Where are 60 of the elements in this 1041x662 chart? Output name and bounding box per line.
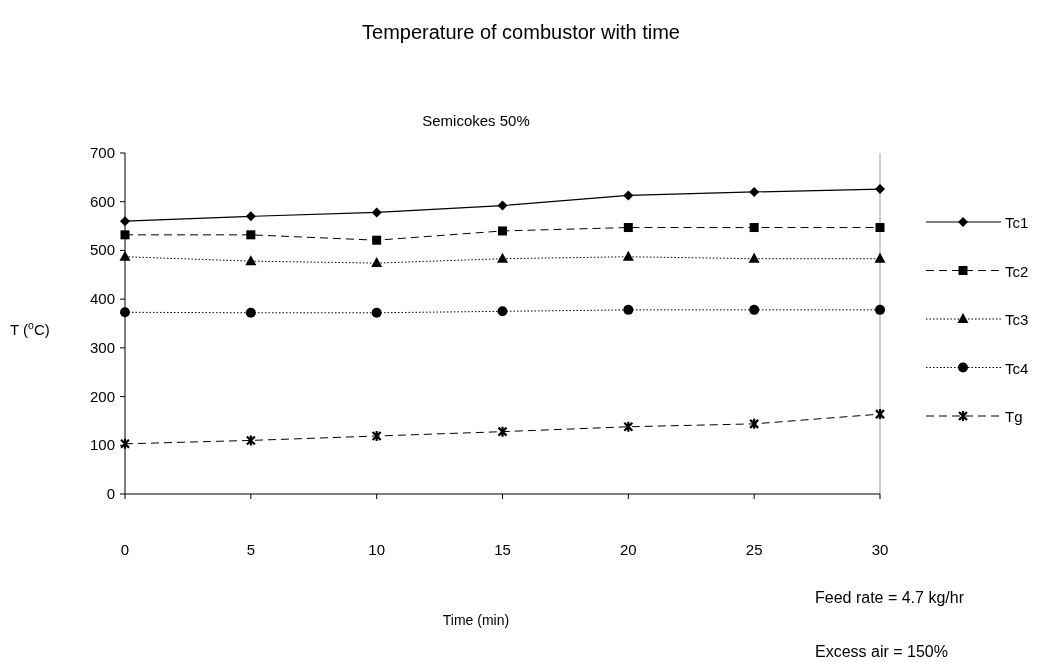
point [371,307,382,318]
point [748,252,760,263]
text: Feed rate = 4.7 kg/hr [815,589,965,606]
point [875,184,885,195]
point [622,250,634,261]
point [246,230,256,240]
y-axis-title: T ($^{o}$C) [10,319,50,338]
y-tick-label: 500 [89,241,115,259]
point [119,437,131,450]
point [119,250,131,261]
x-tick-label: 15 [494,541,511,558]
point [498,226,507,236]
point [497,200,508,211]
point [875,304,885,315]
point [749,304,760,315]
x-tick-label: 25 [745,541,763,558]
x-tick-label: 20 [619,541,637,558]
x-axis-title: Time (min) [442,612,510,628]
legend-label: Tc4 [1005,359,1029,377]
point [749,223,759,233]
legend-label: Tg [1005,408,1023,425]
point [874,252,886,263]
x-tick-label: 0 [120,541,130,558]
chart-title: Temperature of combustor with time [362,21,680,43]
point [623,304,634,315]
point [245,434,256,447]
y-tick-label: 0 [106,485,115,502]
x-tick-label: 10 [368,541,386,558]
legend-label: Tc3 [1005,311,1029,328]
chart-subtitle: Semicokes 50% [422,112,530,129]
point [497,252,508,263]
x-tick-label: 5 [246,541,256,558]
point [371,429,382,443]
point [623,190,634,201]
y-tick-label: 600 [89,192,115,210]
point [120,216,130,227]
point [245,211,256,222]
y-tick-label: 100 [89,436,115,454]
legend-label: Tc2 [1005,262,1029,280]
point [497,306,508,317]
point [623,223,633,233]
point [120,307,130,318]
point [245,255,257,266]
x-tick-label: 30 [871,541,889,558]
point [875,223,885,233]
y-tick-label: 200 [89,387,115,405]
point [749,186,760,197]
legend-label: Tc1 [1005,214,1029,231]
point [371,207,382,218]
point [372,235,382,245]
point [749,417,760,430]
text: Excess air = 150% [815,643,948,660]
y-tick-label: 700 [89,144,115,161]
point [120,230,130,240]
y-tick-label: 300 [89,338,115,356]
point [245,307,256,318]
y-tick-label: 400 [89,290,115,308]
point [623,420,634,433]
point [497,425,508,438]
point [371,257,383,268]
